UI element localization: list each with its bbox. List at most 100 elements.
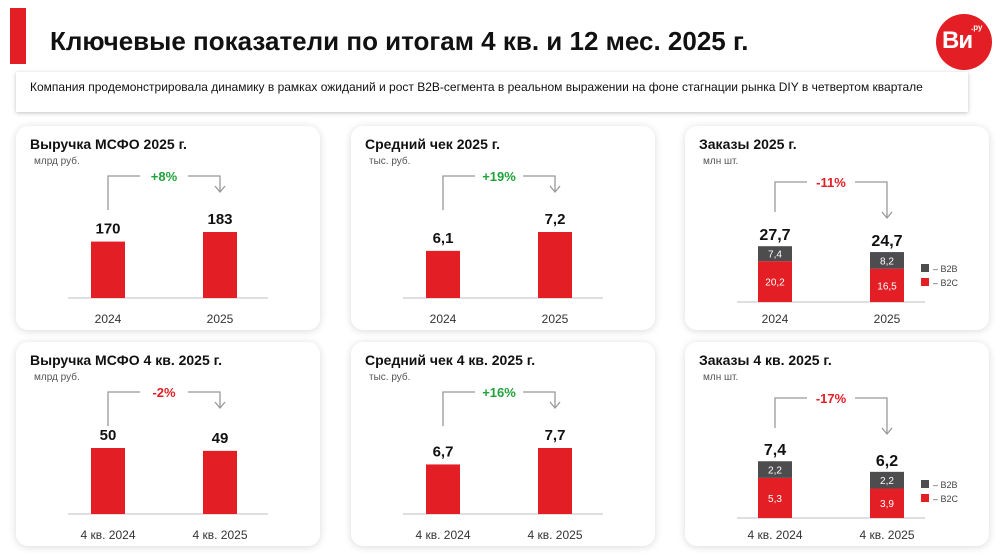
- change-label-bg: [475, 167, 523, 185]
- bar-b2b: [758, 246, 792, 262]
- legend-swatch-b2c: [921, 494, 929, 502]
- segment-label-b2c: 3,9: [880, 499, 894, 510]
- change-arrowhead: [549, 185, 561, 194]
- legend-label-b2c: – B2C: [933, 278, 959, 288]
- card-unit: млрд руб.: [34, 156, 80, 167]
- card-unit: тыс. руб.: [369, 372, 411, 383]
- bar: [426, 250, 460, 298]
- category-label: 4 кв. 2024: [81, 528, 136, 542]
- card-unit: млн шт.: [703, 372, 739, 383]
- legend-swatch-b2b: [921, 480, 929, 488]
- card-title: Заказы 2025 г.: [699, 136, 797, 152]
- bar: [91, 448, 125, 514]
- card-title: Выручка МСФО 4 кв. 2025 г.: [30, 352, 222, 368]
- change-arrowhead: [881, 211, 893, 220]
- company-logo: Ви .ру: [936, 14, 992, 70]
- legend-label-b2b: – B2B: [933, 264, 958, 274]
- logo-sup: .ру: [971, 23, 983, 32]
- value-label: 6,7: [433, 443, 454, 460]
- value-label: 7,2: [545, 211, 566, 228]
- segment-label-b2b: 2,2: [768, 466, 782, 477]
- value-label: 170: [95, 221, 120, 238]
- card-title: Заказы 4 кв. 2025 г.: [699, 352, 832, 368]
- bar-b2b: [870, 252, 904, 269]
- card-orders-q4: Заказы 4 кв. 2025 г. млн шт. 5,3 2,2 7,4 4 …: [685, 342, 989, 546]
- bar-b2c: [870, 268, 904, 302]
- change-label-bg: [140, 383, 188, 401]
- legend-swatch-b2c: [921, 278, 929, 286]
- chart-svg: 5,3 2,2 7,4 4 кв. 2024 3,9 2,2 6,2 4 кв. 2025 -1…: [737, 389, 959, 542]
- category-label: 4 кв. 2025: [860, 528, 915, 542]
- bar: [426, 464, 460, 514]
- segment-label-b2b: 7,4: [768, 250, 782, 261]
- change-label-bg: [140, 167, 188, 185]
- card-avg-check-q4: Средний чек 4 кв. 2025 г. тыс. руб. 6,7 4…: [351, 342, 655, 546]
- total-label: 27,7: [759, 227, 790, 244]
- chart-svg: 20,2 7,4 27,7 2024 16,5 8,2 24,7 2025 -11% – B2B –…: [737, 173, 959, 326]
- change-label: +8%: [151, 169, 178, 184]
- segment-label-b2c: 20,2: [765, 278, 785, 289]
- category-label: 2024: [95, 312, 122, 326]
- bar-b2c: [758, 261, 792, 302]
- segment-label-b2c: 5,3: [768, 494, 782, 505]
- change-arrowhead: [549, 401, 561, 410]
- total-label: 7,4: [764, 442, 786, 459]
- chart-svg: 50 4 кв. 2024 49 4 кв. 2025 -2%: [68, 383, 268, 542]
- bar: [203, 232, 237, 298]
- bar: [91, 241, 125, 298]
- value-label: 49: [212, 430, 229, 447]
- segment-label-b2c: 16,5: [877, 281, 897, 292]
- category-label: 2025: [207, 312, 234, 326]
- card-revenue-q4: Выручка МСФО 4 кв. 2025 г. млрд руб. 50 4…: [16, 342, 320, 546]
- change-label-bg: [807, 173, 855, 191]
- legend-label-b2c: – B2C: [933, 494, 959, 504]
- card-avg-check-year: Средний чек 2025 г. тыс. руб. 6,1 2024 7,2…: [351, 126, 655, 330]
- accent-bar: [10, 8, 26, 64]
- card-unit: млрд руб.: [34, 372, 80, 383]
- card-title: Средний чек 2025 г.: [365, 136, 501, 152]
- category-label: 4 кв. 2025: [193, 528, 248, 542]
- segment-label-b2b: 2,2: [880, 476, 894, 487]
- card-orders-year: Заказы 2025 г. млн шт. 20,2 7,4 27,7 2024 16…: [685, 126, 989, 330]
- segment-label-b2b: 8,2: [880, 256, 894, 267]
- summary-box: Компания продемонстрировала динамику в р…: [16, 72, 968, 112]
- bar-b2c: [870, 488, 904, 518]
- value-label: 183: [207, 211, 232, 228]
- bar: [538, 448, 572, 514]
- category-label: 4 кв. 2024: [748, 528, 803, 542]
- page-title: Ключевые показатели по итогам 4 кв. и 12…: [50, 26, 749, 56]
- total-label: 6,2: [876, 453, 898, 470]
- change-label: +19%: [482, 169, 516, 184]
- value-label: 50: [100, 427, 117, 444]
- chart-svg: 6,7 4 кв. 2024 7,7 4 кв. 2025 +16%: [403, 383, 603, 542]
- category-label: 2024: [762, 312, 789, 326]
- change-label: -17%: [816, 391, 847, 406]
- card-revenue-year: Выручка МСФО 2025 г. млрд руб. 170 2024 18…: [16, 126, 320, 330]
- bar-b2c: [758, 477, 792, 518]
- category-label: 4 кв. 2025: [528, 528, 583, 542]
- card-unit: тыс. руб.: [369, 156, 411, 167]
- value-label: 7,7: [545, 427, 566, 444]
- bar: [203, 450, 237, 514]
- card-title: Средний чек 4 кв. 2025 г.: [365, 352, 536, 368]
- change-label: +16%: [482, 385, 516, 400]
- total-label: 24,7: [871, 233, 902, 250]
- category-label: 4 кв. 2024: [416, 528, 471, 542]
- change-label-bg: [807, 389, 855, 407]
- category-label: 2025: [874, 312, 901, 326]
- card-title: Выручка МСФО 2025 г.: [30, 136, 187, 152]
- card-unit: млн шт.: [703, 156, 739, 167]
- change-label: -2%: [152, 385, 176, 400]
- category-label: 2025: [542, 312, 569, 326]
- logo-text: Ви: [942, 27, 973, 54]
- legend-swatch-b2b: [921, 264, 929, 272]
- chart-svg: 170 2024 183 2025 +8%: [68, 167, 268, 326]
- change-label: -11%: [816, 175, 846, 190]
- value-label: 6,1: [433, 230, 454, 247]
- summary-text: Компания продемонстрировала динамику в р…: [30, 80, 923, 94]
- change-arrowhead: [881, 427, 893, 436]
- bar-b2b: [870, 471, 904, 489]
- category-label: 2024: [430, 312, 457, 326]
- chart-svg: 6,1 2024 7,2 2025 +19%: [403, 167, 603, 326]
- legend-label-b2b: – B2B: [933, 480, 958, 490]
